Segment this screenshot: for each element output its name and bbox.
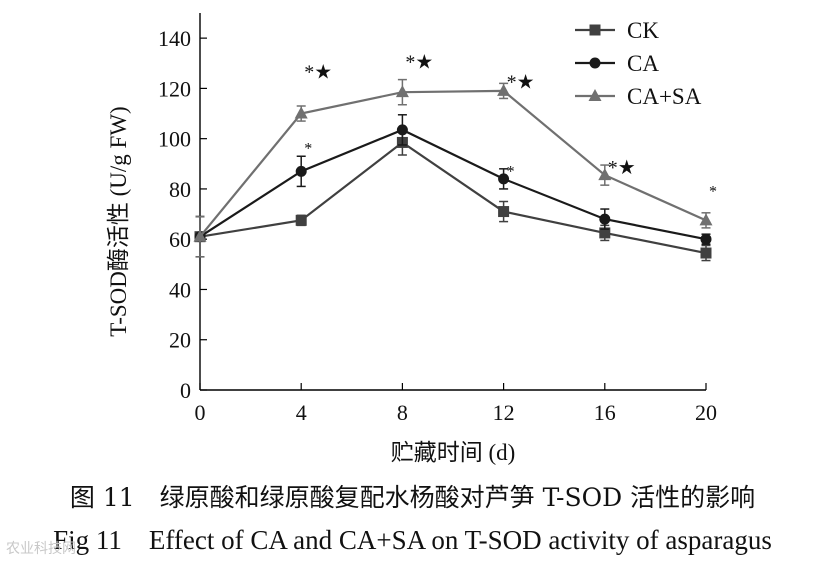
- x-axis-title: 贮藏时间 (d): [391, 440, 516, 465]
- legend-label: CA+SA: [627, 84, 702, 109]
- significance-marker: *★: [507, 71, 535, 93]
- figure-caption-english: Fig 11 Effect of CA and CA+SA on T-SOD a…: [53, 525, 772, 555]
- series-layer: *★ *★ *★ *★ * * *: [193, 51, 717, 262]
- series-ca: [194, 114, 712, 258]
- significance-marker: *★: [405, 51, 433, 73]
- x-tick-label: 16: [594, 400, 616, 425]
- legend-marker: [589, 57, 601, 69]
- significance-marker: *★: [608, 157, 636, 179]
- data-point: [395, 85, 409, 98]
- data-point: [699, 213, 713, 226]
- y-tick-label: 40: [169, 277, 191, 302]
- y-axis-title: T-SOD酶活性 (U/g FW): [106, 106, 131, 336]
- legend: CK CA CA+SA: [575, 18, 702, 109]
- legend-marker: [589, 24, 601, 36]
- series-line: [199, 141, 707, 255]
- significance-marker: *: [709, 183, 717, 200]
- x-tick-label: 20: [695, 400, 717, 425]
- y-tick-label: 140: [158, 26, 191, 51]
- data-point: [295, 214, 307, 226]
- x-tick-label: 0: [195, 400, 206, 425]
- axes: 0 20 40 60 80 100 120 140 0 4 8 12 16 20 贮藏时间 (d) T-SOD…: [106, 13, 717, 465]
- x-tick-label: 8: [397, 400, 408, 425]
- data-point: [295, 165, 307, 177]
- y-tick-label: 80: [169, 177, 191, 202]
- significance-marker: *★: [304, 61, 332, 83]
- x-tick-label: 4: [296, 400, 307, 425]
- watermark: 农业科技网: [6, 541, 76, 557]
- significance-marker: *: [507, 163, 515, 180]
- series-line: [199, 89, 707, 238]
- data-point: [294, 106, 308, 119]
- data-point: [700, 247, 712, 259]
- y-tick-label: 60: [169, 227, 191, 252]
- data-point: [599, 213, 611, 225]
- legend-marker: [588, 89, 602, 101]
- line-chart: 0 20 40 60 80 100 120 140 0 4 8 12 16 20 贮藏时间 (d) T-SOD…: [106, 13, 717, 465]
- legend-entry-ck: CK: [575, 18, 659, 43]
- series-line: [199, 128, 707, 241]
- legend-entry-ca-sa: CA+SA: [575, 84, 702, 109]
- data-point: [396, 124, 408, 136]
- y-tick-label: 120: [158, 76, 191, 101]
- data-point: [498, 173, 510, 185]
- series-ca-sa: [193, 78, 713, 258]
- data-point: [497, 83, 511, 96]
- y-tick-label: 0: [180, 378, 191, 403]
- legend-label: CK: [627, 18, 659, 43]
- figure-caption-chinese: 图 11 绿原酸和绿原酸复配水杨酸对芦笋 T-SOD 活性的影响: [69, 483, 756, 512]
- legend-label: CA: [627, 51, 659, 76]
- data-point: [598, 168, 612, 181]
- x-tick-label: 12: [493, 400, 515, 425]
- legend-entry-ca: CA: [575, 51, 659, 76]
- significance-marker: *: [304, 141, 312, 158]
- y-tick-label: 20: [169, 328, 191, 353]
- data-point: [498, 206, 510, 218]
- data-point: [193, 229, 207, 242]
- data-point: [599, 227, 611, 239]
- y-tick-label: 100: [158, 127, 191, 152]
- data-point: [700, 233, 712, 245]
